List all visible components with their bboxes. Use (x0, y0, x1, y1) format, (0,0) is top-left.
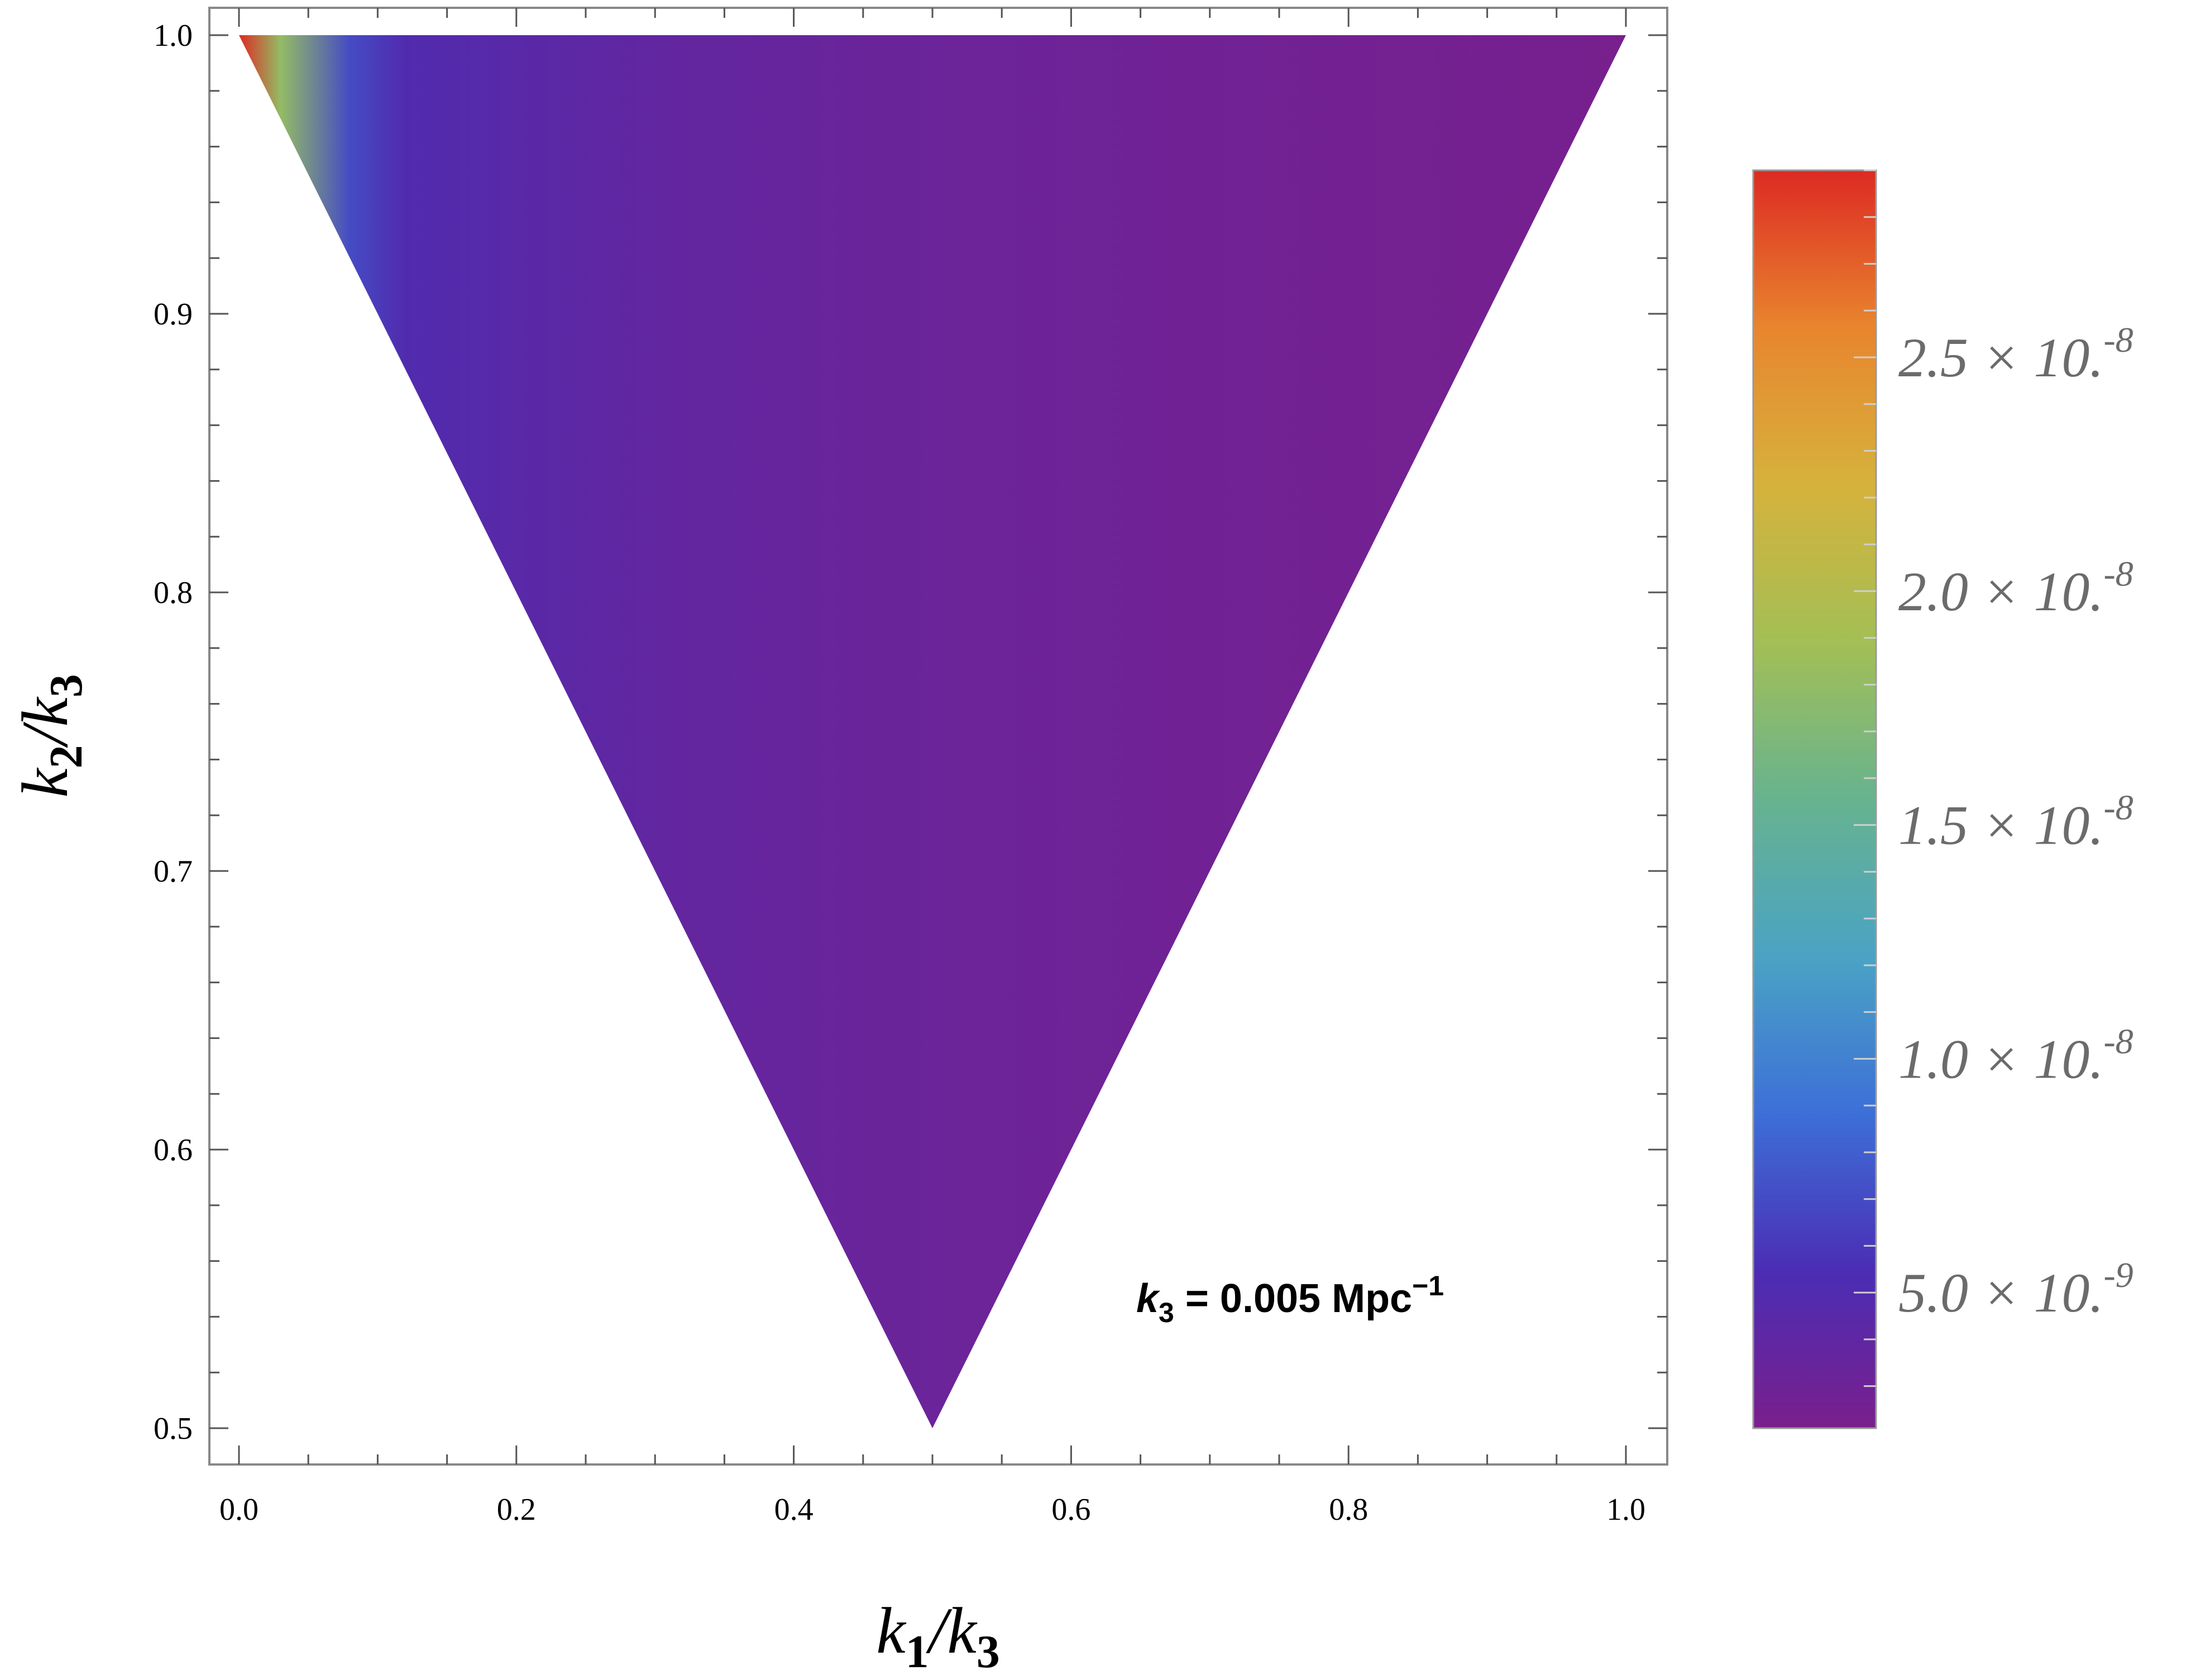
colorbar-tick-label: 2.5 × 10.-8 (1898, 320, 2133, 389)
x-tick-label: 0.2 (497, 1492, 536, 1527)
x-tick-label: 0.8 (1329, 1492, 1368, 1527)
x-tick-label: 0.6 (1051, 1492, 1090, 1527)
colorbar-tick-labels: 5.0 × 10.-9 1.0 × 10.-8 1.5 × 10.-8 2.0 × 1… (1898, 320, 2133, 1324)
colorbar-tick-label: 5.0 × 10.-9 (1898, 1255, 2133, 1324)
colorbar-tick-label: 1.0 × 10.-8 (1898, 1021, 2133, 1090)
y-tick-label: 0.8 (154, 576, 193, 610)
x-tick-label: 0.0 (219, 1492, 259, 1527)
axis-label-part: 3 (40, 674, 92, 697)
axis-label-part: 3 (977, 1626, 1000, 1678)
colorbar-tick-label: 2.0 × 10.-8 (1898, 554, 2133, 623)
y-tick-label: 0.9 (154, 297, 193, 332)
k3-annotation: k3 = 0.005 Mpc−1 (1136, 1270, 1444, 1328)
x-tick-labels: 0.0 0.2 0.4 0.6 0.8 1.0 (219, 1492, 1645, 1527)
axis-label-part: k (876, 1594, 907, 1667)
annotation-subscript: 3 (1159, 1297, 1174, 1328)
colorbar-tick-label: 1.5 × 10.-8 (1898, 788, 2133, 856)
annotation-superscript: −1 (1412, 1270, 1444, 1301)
axis-label-part: 2 (40, 745, 92, 768)
colorbar (1752, 169, 1877, 1429)
axis-label-part: k (947, 1594, 978, 1667)
annotation-symbol: k (1136, 1276, 1161, 1321)
y-tick-label: 0.7 (154, 854, 193, 889)
annotation-text: = 0.005 Mpc (1174, 1276, 1412, 1321)
y-tick-label: 1.0 (154, 18, 193, 53)
x-tick-label: 1.0 (1606, 1492, 1645, 1527)
x-tick-label: 0.4 (774, 1492, 814, 1527)
colorbar-ticks (1854, 169, 1876, 1387)
axis-ticks (209, 8, 1667, 1464)
plot-frame (208, 7, 1668, 1466)
y-tick-label: 0.6 (154, 1133, 193, 1167)
axis-label-part: k (8, 696, 82, 727)
heatmap-region (239, 35, 1626, 1428)
axis-label-part: k (8, 767, 82, 798)
y-axis-label: k2/k3 (8, 674, 92, 798)
y-tick-labels: 0.5 0.6 0.7 0.8 0.9 1.0 (154, 18, 193, 1446)
x-axis-label: k1/k3 (876, 1594, 1000, 1678)
axis-label-part: 1 (906, 1626, 929, 1678)
y-tick-label: 0.5 (154, 1411, 193, 1446)
